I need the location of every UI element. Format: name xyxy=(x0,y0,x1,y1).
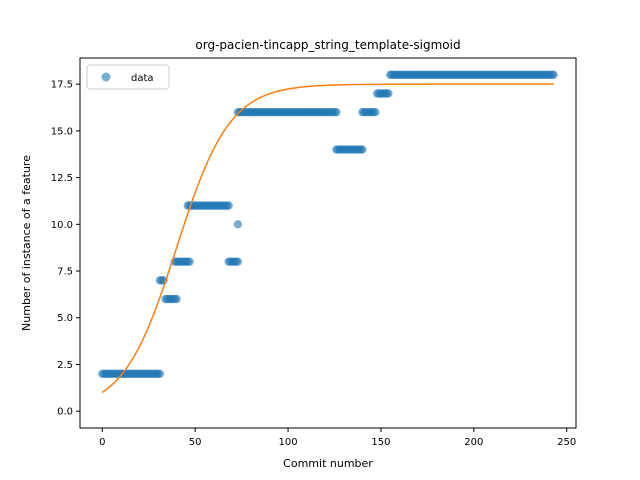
x-tick-label: 50 xyxy=(189,437,202,448)
data-point xyxy=(358,145,366,153)
x-tick-label: 250 xyxy=(557,437,576,448)
data-point xyxy=(371,108,379,116)
y-axis-label: Number of instance of a feature xyxy=(20,155,33,331)
y-tick-label: 0.0 xyxy=(57,407,73,418)
x-tick-label: 150 xyxy=(371,437,390,448)
y-tick-label: 10.0 xyxy=(51,220,73,231)
data-point xyxy=(550,71,558,79)
legend: data xyxy=(87,65,169,89)
x-axis-label: Commit number xyxy=(283,457,373,470)
data-point xyxy=(224,201,232,209)
legend-label-data: data xyxy=(131,73,154,84)
data-point xyxy=(185,257,193,265)
chart-title: org-pacien-tincapp_string_template-sigmo… xyxy=(195,38,460,52)
y-tick-label: 5.0 xyxy=(57,313,73,324)
x-tick-label: 0 xyxy=(99,437,105,448)
x-tick-label: 100 xyxy=(279,437,298,448)
y-tick-label: 7.5 xyxy=(57,267,73,278)
data-point xyxy=(234,257,242,265)
data-point xyxy=(234,220,242,228)
x-tick-label: 200 xyxy=(464,437,483,448)
y-tick-label: 2.5 xyxy=(57,360,73,371)
y-tick-label: 12.5 xyxy=(51,173,73,184)
y-tick-label: 15.0 xyxy=(51,126,73,137)
data-point xyxy=(332,108,340,116)
data-point xyxy=(384,89,392,97)
legend-box xyxy=(87,65,169,89)
y-tick-label: 17.5 xyxy=(51,80,73,91)
legend-marker-data xyxy=(102,73,111,82)
data-point xyxy=(172,295,180,303)
data-point xyxy=(156,370,164,378)
